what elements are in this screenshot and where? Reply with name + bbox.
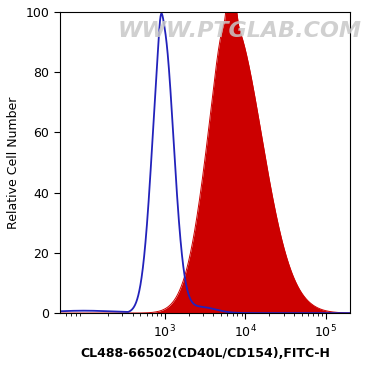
Y-axis label: Relative Cell Number: Relative Cell Number [7, 96, 20, 229]
Text: WWW.PTGLAB.COM: WWW.PTGLAB.COM [118, 21, 362, 41]
Text: 0: 0 [0, 366, 1, 367]
X-axis label: CL488-66502(CD40L/CD154),FITC-H: CL488-66502(CD40L/CD154),FITC-H [80, 347, 330, 360]
